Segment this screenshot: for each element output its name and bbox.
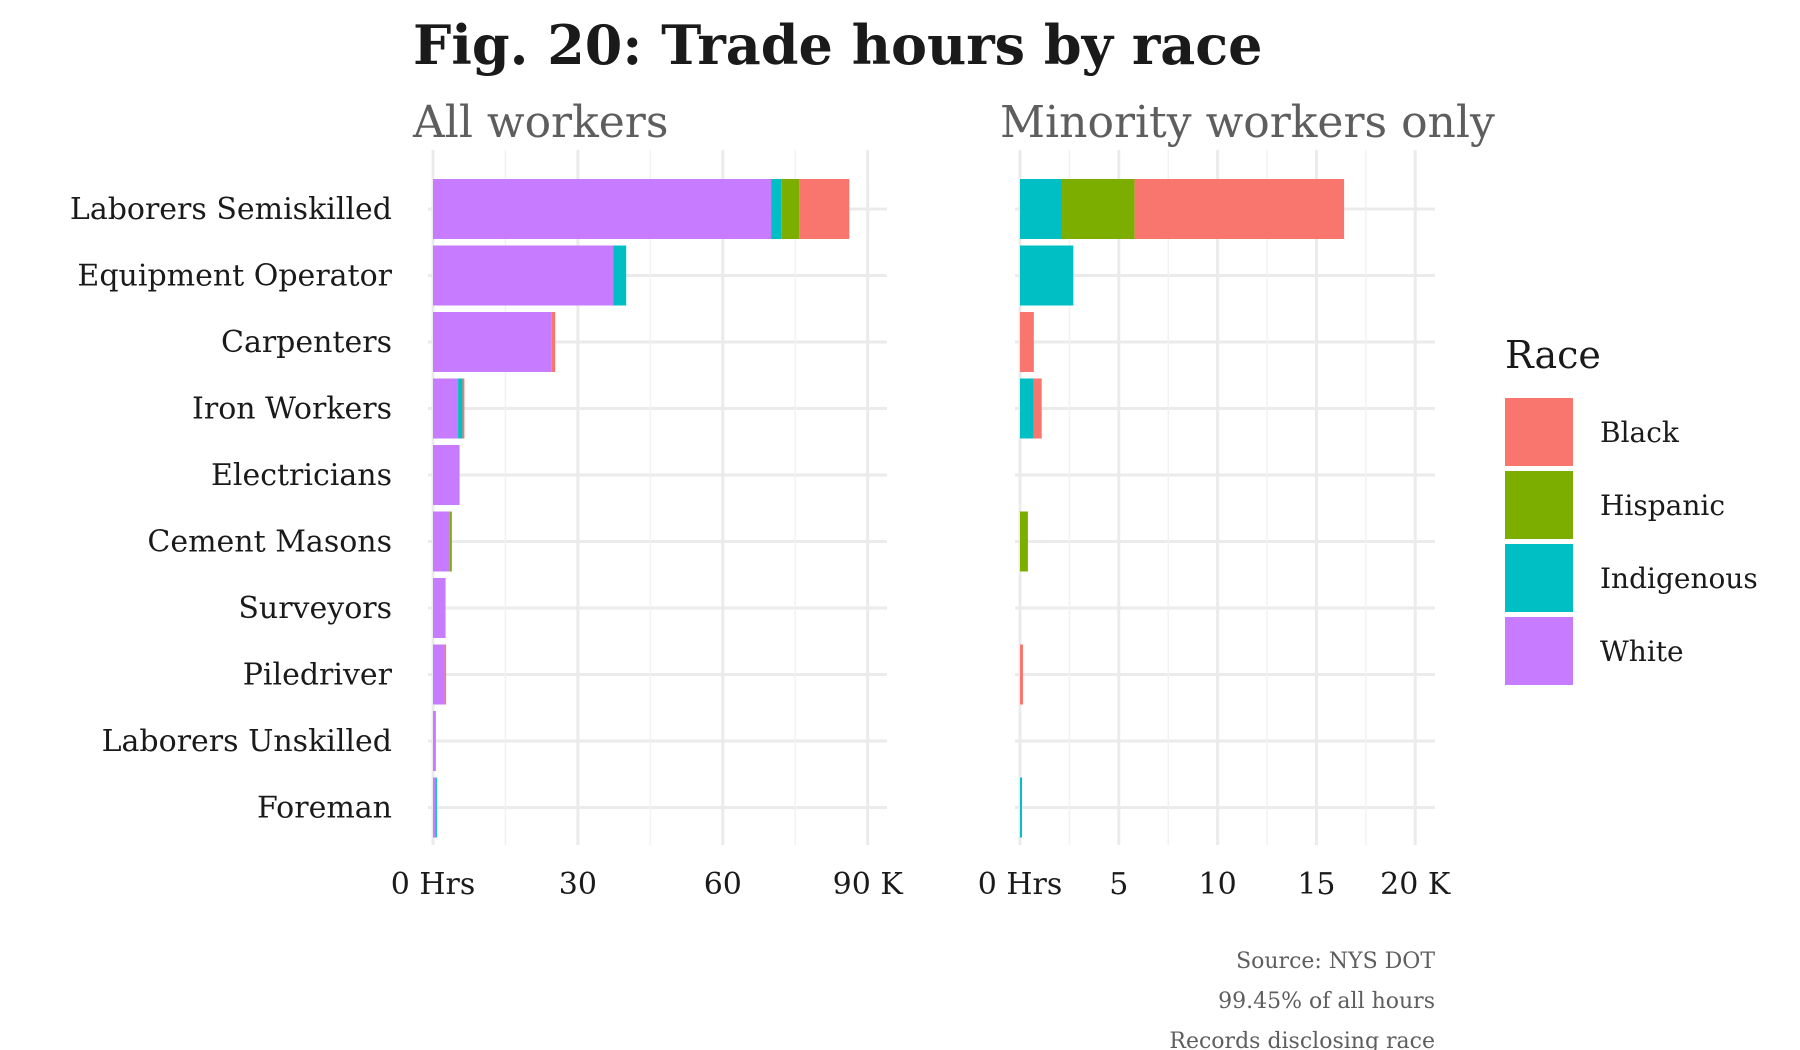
caption-line: 99.45% of all hours [1218,989,1435,1014]
panel-minority-workers-only: Minority workers only 0 Hrs 5 10 15 20 K [978,97,1495,902]
category-label-laborers-unskilled: Laborers Unskilled [102,724,392,759]
legend-item-indigenous: Indigenous [1505,544,1758,612]
category-label-electricians: Electricians [211,458,392,493]
legend-label: Black [1600,416,1680,449]
bar-piledriver-white [433,644,445,705]
bar-iron-workers-black [1033,378,1042,439]
caption: Source: NYS DOT 99.45% of all hours Record… [1169,949,1435,1050]
legend-swatch [1505,471,1573,539]
chart-title: Fig. 20: Trade hours by race [413,13,1263,77]
category-label-surveyors: Surveyors [238,591,392,626]
category-label-laborers-semiskilled: Laborers Semiskilled [70,192,392,227]
bar-foreman-indigenous [1020,777,1022,838]
bar-cement-masons-hispanic [1020,511,1028,572]
bar-cement-masons-white [433,511,450,572]
x-tick-label: 20 K [1380,867,1451,902]
bar-iron-workers-black [462,378,465,439]
x-tick-label: 5 [1109,867,1128,902]
chart-panels: Laborers Semiskilled Equipment Operator Ca… [70,97,1495,902]
bar-laborers-semiskilled-hispanic [781,179,800,239]
legend: Race Black Hispanic Indigenous White [1505,333,1758,685]
legend-title: Race [1505,333,1601,377]
panel-subtitle: All workers [412,97,668,148]
bar-cement-masons-hispanic [449,511,452,572]
x-tick-label: 0 Hrs [978,867,1063,902]
bar-laborers-semiskilled-indigenous [1020,179,1062,239]
x-tick-label: 60 [704,867,742,902]
bar-foreman-indigenous [435,777,437,838]
bar-iron-workers-white [433,378,459,439]
bar-surveyors-white [433,578,446,638]
x-tick-label: 15 [1297,867,1335,902]
legend-swatch [1505,398,1573,466]
bar-electricians-white [433,445,460,505]
bar-carpenters-black [551,312,556,372]
bar-carpenters-white [433,312,552,372]
legend-item-white: White [1505,617,1684,685]
bar-piledriver-black [444,644,447,705]
bar-laborers-semiskilled-black [799,179,850,239]
category-label-equipment-operator: Equipment Operator [77,259,392,294]
bar-laborers-semiskilled-white [433,179,772,239]
x-tick-label: 0 Hrs [391,867,476,902]
legend-swatch [1505,617,1573,685]
category-label-carpenters: Carpenters [221,325,392,360]
caption-line: Records disclosing race [1169,1029,1435,1050]
x-tick-label: 30 [559,867,597,902]
legend-item-hispanic: Hispanic [1505,471,1725,539]
panel-subtitle: Minority workers only [1000,97,1495,148]
category-label-cement-masons: Cement Masons [147,525,392,560]
bar-laborers-semiskilled-hispanic [1061,179,1135,239]
bar-carpenters-black [1020,312,1034,372]
panel-all-workers: All workers 0 Hrs 30 60 90 K [391,97,904,902]
bar-laborers-unskilled-white [433,711,436,771]
bar-foreman-white [433,777,436,838]
bar-iron-workers-indigenous [1020,378,1034,439]
x-tick-label: 10 [1199,867,1237,902]
category-label-iron-workers: Iron Workers [192,392,392,427]
bar-iron-workers-indigenous [458,378,463,439]
caption-line: Source: NYS DOT [1236,949,1435,974]
x-tick-label: 90 K [833,867,904,902]
category-label-foreman: Foreman [257,791,392,826]
bar-piledriver-black [1020,644,1023,705]
bar-equipment-operator-indigenous [1020,245,1074,306]
legend-label: Indigenous [1600,562,1758,595]
legend-label: Hispanic [1600,489,1725,522]
bar-equipment-operator-white [433,245,614,306]
legend-item-black: Black [1505,398,1680,466]
bar-laborers-semiskilled-indigenous [771,179,782,239]
legend-label: White [1600,635,1684,668]
bar-equipment-operator-indigenous [613,245,627,306]
bar-laborers-semiskilled-black [1134,179,1345,239]
category-label-piledriver: Piledriver [243,658,393,693]
legend-swatch [1505,544,1573,612]
